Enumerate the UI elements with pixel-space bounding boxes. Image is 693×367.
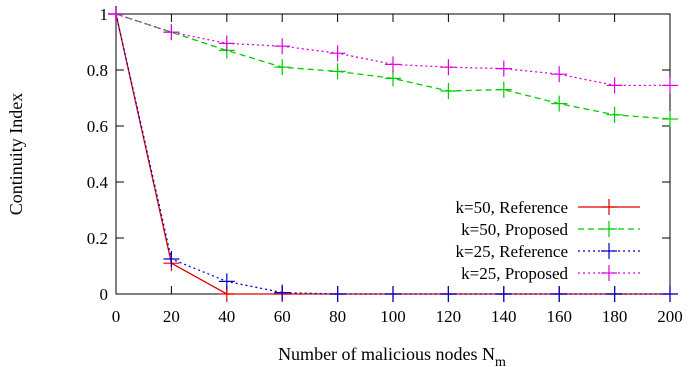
x-axis-label-main: Number of malicious nodes N	[278, 344, 495, 364]
data-point	[330, 45, 346, 61]
x-tick-label: 60	[274, 307, 291, 326]
data-point	[662, 77, 678, 93]
legend-marker	[601, 221, 617, 237]
y-tick-label: 0.2	[87, 229, 108, 248]
legend-label: k=25, Reference	[456, 242, 568, 261]
y-tick-label: 1	[100, 5, 109, 24]
data-point	[551, 286, 567, 302]
data-point	[163, 251, 179, 267]
data-point	[607, 286, 623, 302]
data-point	[274, 38, 290, 54]
x-axis-label: Number of malicious nodes Nm	[278, 344, 506, 367]
y-tick-label: 0.8	[87, 61, 108, 80]
data-point	[385, 286, 401, 302]
legend-marker	[601, 243, 617, 259]
legend-label: k=50, Reference	[456, 198, 568, 217]
data-point	[108, 6, 124, 22]
x-tick-label: 140	[491, 307, 517, 326]
legend-marker	[601, 199, 617, 215]
y-axis-label: Continuity Index	[6, 93, 26, 216]
data-point	[163, 24, 179, 40]
legend-label: k=50, Proposed	[461, 220, 568, 239]
x-tick-label: 200	[657, 307, 683, 326]
data-point	[607, 107, 623, 123]
data-point	[330, 286, 346, 302]
x-axis: 0 20 40 60 80 100 120 140 160 180 200	[112, 14, 683, 326]
data-point	[440, 286, 456, 302]
x-tick-label: 80	[329, 307, 346, 326]
data-point	[496, 286, 512, 302]
legend-marker	[601, 265, 617, 281]
data-point	[496, 61, 512, 77]
y-tick-label: 0.4	[87, 173, 109, 192]
series-line	[116, 14, 670, 294]
x-tick-label: 40	[218, 307, 235, 326]
data-point	[219, 273, 235, 289]
data-point	[551, 66, 567, 82]
data-point	[274, 285, 290, 301]
x-tick-label: 180	[602, 307, 628, 326]
data-point	[496, 82, 512, 98]
data-point	[440, 83, 456, 99]
data-point	[330, 63, 346, 79]
x-tick-label: 160	[546, 307, 572, 326]
series-1	[108, 6, 678, 302]
x-tick-label: 20	[163, 307, 180, 326]
x-tick-label: 0	[112, 307, 121, 326]
series-line	[116, 14, 670, 294]
plot-series	[108, 6, 678, 302]
data-point	[607, 77, 623, 93]
x-axis-label-subscript: m	[495, 355, 506, 367]
x-tick-label: 120	[436, 307, 462, 326]
series-3	[108, 6, 678, 302]
legend: k=50, Reference k=50, Proposed k=25, Refer…	[456, 198, 640, 283]
data-point	[662, 111, 678, 127]
data-point	[385, 56, 401, 72]
data-point	[385, 70, 401, 86]
data-point	[440, 59, 456, 75]
data-point	[662, 286, 678, 302]
y-tick-label: 0.6	[87, 117, 108, 136]
plot-frame	[116, 14, 670, 294]
x-tick-label: 100	[380, 307, 406, 326]
data-point	[551, 96, 567, 112]
data-point	[274, 59, 290, 75]
y-tick-label: 0	[100, 285, 109, 304]
legend-label: k=25, Proposed	[461, 264, 568, 283]
